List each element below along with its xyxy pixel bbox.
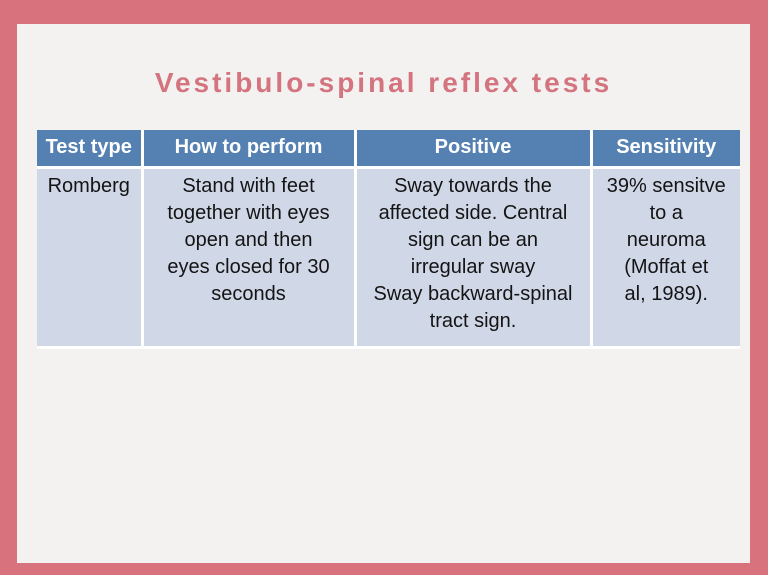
slide: Vestibulo-spinal reflex tests Test type … bbox=[17, 24, 750, 563]
cell-sensitivity: 39% sensitve to a neuroma (Moffat et al,… bbox=[589, 165, 740, 349]
column-header-positive: Positive bbox=[353, 130, 593, 169]
column-header-sensitivity: Sensitivity bbox=[589, 130, 740, 169]
cell-test-type: Romberg bbox=[37, 165, 144, 349]
reflex-tests-table: Test type How to perform Positive Sensit… bbox=[37, 130, 740, 349]
column-header-how-to-perform: How to perform bbox=[140, 130, 357, 169]
table-row: Romberg Stand with feet together with ey… bbox=[37, 165, 740, 349]
cell-positive: Sway towards the affected side. Central … bbox=[353, 165, 593, 349]
slide-title: Vestibulo-spinal reflex tests bbox=[154, 67, 613, 98]
column-header-test-type: Test type bbox=[37, 130, 144, 169]
cell-how-to-perform: Stand with feet together with eyes open … bbox=[140, 165, 357, 349]
table-header-row: Test type How to perform Positive Sensit… bbox=[37, 130, 740, 169]
